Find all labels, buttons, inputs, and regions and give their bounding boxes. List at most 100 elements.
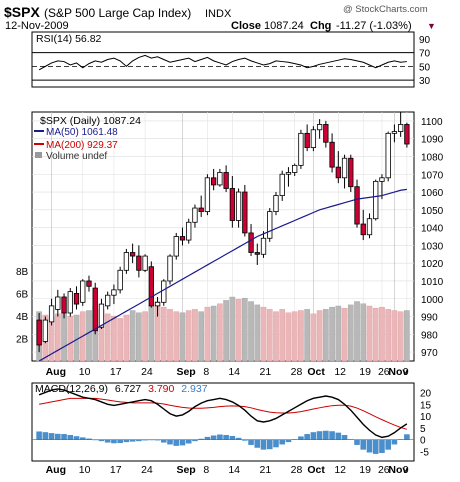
change-label: Chg bbox=[310, 20, 331, 32]
candle-body bbox=[341, 157, 348, 179]
price-tick-label: 1050 bbox=[421, 206, 444, 217]
macd-hist-bar bbox=[391, 439, 398, 445]
macd-hist-bar bbox=[360, 439, 367, 450]
price-tick-label: 970 bbox=[421, 348, 438, 359]
candle-body bbox=[192, 207, 198, 223]
volume-bar bbox=[217, 303, 223, 362]
volume-bar bbox=[335, 305, 342, 362]
candle-body bbox=[298, 132, 304, 166]
macd-x-tick-label: 24 bbox=[141, 464, 153, 476]
price-x-tick-label: 17 bbox=[110, 366, 122, 378]
macd-hist-bar bbox=[179, 439, 186, 446]
macd-hist-bar bbox=[73, 436, 80, 440]
change-value: -11.27 (-1.03%) bbox=[336, 20, 412, 32]
volume-bar bbox=[241, 297, 248, 362]
volume-bar bbox=[136, 312, 142, 362]
macd-x-tick-label: 21 bbox=[260, 464, 272, 476]
candle-body bbox=[167, 255, 173, 282]
candle-body bbox=[217, 172, 223, 186]
volume-bar bbox=[142, 311, 148, 362]
watermark: @ StockCharts.com bbox=[343, 4, 428, 15]
volume-bar bbox=[254, 304, 261, 362]
price-tick-label: 1060 bbox=[421, 188, 444, 199]
macd-hist-bar bbox=[366, 439, 373, 453]
macd-x-tick-label: 9 bbox=[403, 464, 409, 476]
macd-hist-bar bbox=[67, 435, 74, 440]
candle-body bbox=[142, 255, 148, 271]
volume-bar bbox=[341, 308, 348, 362]
volume-bar bbox=[198, 311, 205, 362]
macd-hist-bar bbox=[136, 439, 142, 442]
volume-bar bbox=[185, 310, 192, 362]
candle-body bbox=[248, 232, 254, 253]
price-tick-label: 1020 bbox=[421, 259, 444, 270]
macd-hist-bar bbox=[61, 434, 67, 440]
price-x-tick-label: 28 bbox=[291, 366, 303, 378]
price-tick-label: 990 bbox=[421, 313, 438, 324]
candle-body bbox=[235, 191, 242, 221]
volume-bar bbox=[160, 306, 167, 362]
volume-bar bbox=[266, 309, 273, 362]
volume-bar bbox=[204, 306, 211, 362]
macd-hist-bar bbox=[204, 436, 211, 440]
candle-body bbox=[223, 172, 229, 189]
candle-body bbox=[67, 291, 73, 314]
candle-body bbox=[267, 211, 273, 239]
candle-body bbox=[55, 296, 61, 310]
macd-hist-bar bbox=[111, 439, 117, 444]
macd-tick-label: 10 bbox=[420, 412, 432, 423]
macd-tick-label: -5 bbox=[420, 448, 429, 459]
macd-hist-bar bbox=[372, 439, 379, 454]
volume-bar bbox=[260, 306, 267, 362]
macd-hist-bar bbox=[86, 438, 92, 440]
macd-x-tick-label: Aug bbox=[46, 464, 66, 476]
macd-x-tick-label: 8 bbox=[203, 464, 209, 476]
candle-body bbox=[354, 186, 360, 225]
candle-body bbox=[285, 172, 292, 175]
price-x-tick-label: 8 bbox=[203, 366, 209, 378]
macd-hist-bar bbox=[123, 439, 130, 443]
volume-bar bbox=[366, 305, 373, 362]
volume-bar bbox=[347, 304, 354, 362]
macd-line bbox=[38, 388, 408, 439]
candle-body bbox=[366, 218, 373, 236]
rsi-legend: RSI(14) 56.82 bbox=[36, 33, 102, 45]
candle-body bbox=[92, 287, 98, 332]
symbol: $SPX bbox=[4, 4, 40, 20]
macd-hist-bar bbox=[117, 439, 123, 444]
volume-bar bbox=[104, 313, 111, 362]
macd-hist-bar bbox=[341, 435, 348, 440]
price-x-tick-label: 10 bbox=[79, 366, 91, 378]
rsi-tick-label: 90 bbox=[419, 35, 431, 46]
candle-body bbox=[111, 289, 117, 296]
price-x-tick-label: Aug bbox=[46, 366, 66, 378]
volume-tick-label: 4B bbox=[16, 312, 29, 323]
candle-body bbox=[117, 269, 123, 291]
candle-body bbox=[273, 195, 279, 212]
macd-hist-bar bbox=[185, 439, 192, 444]
volume-bar bbox=[67, 315, 74, 362]
macd-hist-bar bbox=[129, 439, 136, 442]
macd-hist-bar bbox=[379, 439, 385, 453]
candle-body bbox=[329, 141, 335, 168]
candle-body bbox=[80, 280, 86, 303]
volume-bar bbox=[229, 296, 236, 362]
volume-bar bbox=[179, 312, 186, 362]
volume-bar bbox=[316, 310, 323, 362]
price-x-tick-label: 26 bbox=[378, 366, 390, 378]
macd-tick-label: 5 bbox=[420, 424, 426, 435]
macd-legend: MACD(12,26,9) 6.727 3.790 2.937 bbox=[35, 383, 208, 395]
candle-body bbox=[136, 255, 142, 271]
volume-bar bbox=[298, 310, 304, 362]
price-tick-label: 980 bbox=[421, 330, 438, 341]
volume-bar bbox=[111, 315, 117, 362]
volume-bar bbox=[360, 303, 367, 362]
volume-bar bbox=[323, 309, 329, 362]
macd-hist-bar bbox=[142, 439, 148, 441]
macd-hist-bar bbox=[104, 439, 111, 443]
macd-signal-value: 3.790 bbox=[148, 383, 174, 395]
price-tick-label: 1100 bbox=[421, 117, 443, 128]
candle-body bbox=[242, 191, 248, 234]
price-x-tick-label: 19 bbox=[359, 366, 371, 378]
